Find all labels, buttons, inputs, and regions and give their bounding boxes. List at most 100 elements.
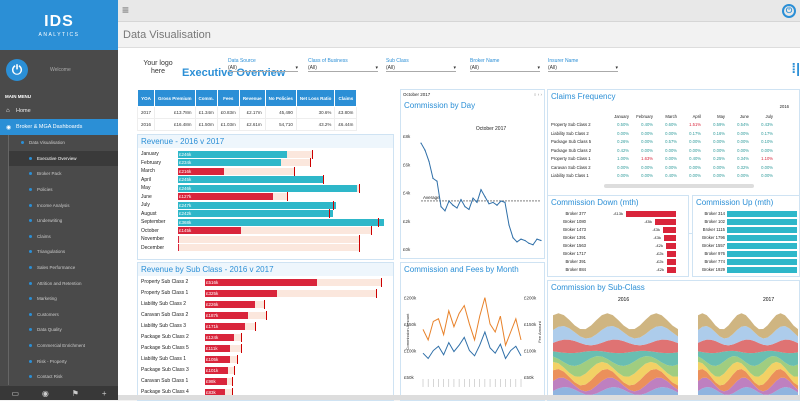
bar-row[interactable]: April£245k xyxy=(141,176,388,184)
bar-row[interactable]: Package Sub Class 5£111k xyxy=(141,344,385,352)
claims-month-header: April xyxy=(677,114,701,119)
sidebar-item[interactable]: Data Quality xyxy=(8,322,118,338)
bar-row[interactable]: Caravan Sub Class 1£98k xyxy=(141,377,385,385)
filter-value[interactable]: (All)▾ xyxy=(548,65,618,72)
bar-label: August xyxy=(141,211,178,217)
filter-dropdown[interactable]: Broker Name(All)▾ xyxy=(470,58,540,72)
sidebar-item[interactable]: Risk - Property xyxy=(8,353,118,369)
bar-current-year: £124k xyxy=(205,334,234,341)
bar-row[interactable]: January£246k xyxy=(141,150,388,158)
y-tick-label: £0k xyxy=(403,247,411,252)
bar-row[interactable]: August£242k xyxy=(141,210,388,218)
bar-row[interactable]: Package Sub Class 2£124k xyxy=(141,333,385,341)
commission-up-row[interactable]: Broker 976 xyxy=(693,250,797,257)
bar-row[interactable]: December xyxy=(141,244,388,252)
bar-row[interactable]: Liability Sub Class 3£171k xyxy=(141,322,385,330)
bar-row[interactable]: Property Sub Class 1£325k xyxy=(141,289,385,297)
sidebar-item[interactable]: Contact Risk xyxy=(8,369,118,385)
sidebar-item[interactable]: Underwriting xyxy=(8,213,118,229)
bar-row[interactable]: June£127k xyxy=(141,193,388,201)
claims-cell: 0.00% xyxy=(701,173,725,178)
commission-up-bar xyxy=(727,211,797,217)
monitor-icon[interactable]: ▭ xyxy=(11,389,19,398)
sidebar-item[interactable]: Customers xyxy=(8,307,118,323)
commission-down-row[interactable]: Broker 1473-£3k xyxy=(548,226,676,233)
slider-controls-icon[interactable]: ○ ‹ › xyxy=(534,92,542,97)
power-icon[interactable]: ⏻ xyxy=(782,4,796,18)
bar-row[interactable]: Liability Sub Class 2£226k xyxy=(141,300,385,308)
bar-row[interactable]: February£234k xyxy=(141,159,388,167)
bar-row[interactable]: July£247k xyxy=(141,201,388,209)
bar-row[interactable]: November xyxy=(141,235,388,243)
commission-down-track: -£2k xyxy=(588,243,676,249)
horizontal-scrollbar[interactable] xyxy=(604,184,754,188)
filter-dropdown[interactable]: Class of Business(All)▾ xyxy=(308,58,378,72)
commission-up-bar xyxy=(727,219,797,225)
filter-value[interactable]: (All)▾ xyxy=(308,65,378,72)
sidebar-item[interactable]: Executive Overview xyxy=(8,151,118,167)
commission-up-row[interactable]: Broker 102 xyxy=(693,218,797,225)
commission-down-row[interactable]: Broker 884-£2k xyxy=(548,266,676,273)
commission-up-row[interactable]: Broker 1557 xyxy=(693,242,797,249)
commission-down-row[interactable]: Broker 377-£13k xyxy=(548,210,676,217)
bar-track: £234k xyxy=(178,159,388,166)
bar-row[interactable]: Property Sub Class 2£516k xyxy=(141,278,385,286)
sidebar-item[interactable]: Sales Performance xyxy=(8,260,118,276)
flag-icon[interactable]: ⚑ xyxy=(72,389,79,398)
commission-up-row[interactable]: Broker 1929 xyxy=(693,266,797,273)
sidebar-item-broker[interactable]: ◉Broker & MGA Dashboards xyxy=(0,119,118,135)
commission-up-row[interactable]: Broker 774 xyxy=(693,258,797,265)
commission-down-row[interactable]: Broker 1391-£3k xyxy=(548,234,676,241)
sidebar-item[interactable]: Policies xyxy=(8,182,118,198)
sidebar-item[interactable]: Marketing xyxy=(8,291,118,307)
commission-day-point xyxy=(464,206,465,207)
eye-icon[interactable]: ◉ xyxy=(42,389,49,398)
dashboard-icon: ◉ xyxy=(6,124,16,131)
filter-value[interactable]: (All)▾ xyxy=(228,65,298,72)
sidebar-item[interactable]: Income Analysis xyxy=(8,197,118,213)
commission-down-row[interactable]: Broker 1080-£5k xyxy=(548,218,676,225)
claims-cell: 0.00% xyxy=(725,148,749,153)
bar-target-marker xyxy=(241,344,242,353)
kpi-cell: £0.83m xyxy=(217,107,239,119)
commission-down-row[interactable]: Broker 1563-£2k xyxy=(548,242,676,249)
area-series xyxy=(698,340,798,354)
bar-row[interactable]: March£216k xyxy=(141,167,388,175)
commission-up-row[interactable]: Broker 1115 xyxy=(693,226,797,233)
commission-day-point xyxy=(488,203,489,204)
sidebar-item-home[interactable]: ⌂Home xyxy=(0,103,118,119)
commission-day-point xyxy=(536,239,537,240)
bar-row[interactable]: Package Sub Class 3£101k xyxy=(141,366,385,374)
plus-icon[interactable]: + xyxy=(102,389,107,398)
filter-value[interactable]: (All)▾ xyxy=(386,65,456,72)
bar-current-year xyxy=(178,244,179,251)
filter-dropdown[interactable]: Sub Class(All)▾ xyxy=(386,58,456,72)
sidebar-item-data-visualisation[interactable]: Data Visualisation xyxy=(8,135,118,151)
bar-row[interactable]: October£145k xyxy=(141,227,388,235)
sidebar-item[interactable]: Claims xyxy=(8,229,118,245)
month-slider[interactable]: October 2017 ○ ‹ › xyxy=(401,90,544,99)
bullet-icon xyxy=(29,266,32,269)
bar-row[interactable]: Liability Sub Class 1£105k xyxy=(141,355,385,363)
filter-dropdown[interactable]: Insurer Name(All)▾ xyxy=(548,58,618,72)
commission-up-row[interactable]: Broker 314 xyxy=(693,210,797,217)
commission-down-row[interactable]: Broker 391-£2k xyxy=(548,258,676,265)
filter-value[interactable]: (All)▾ xyxy=(470,65,540,72)
sidebar-item[interactable]: Attrition and Retention xyxy=(8,275,118,291)
brand-logo[interactable]: IDS ANALYTICS xyxy=(0,0,118,50)
commission-up-bar xyxy=(727,243,797,249)
bar-target-marker xyxy=(323,175,324,184)
series-line-commission xyxy=(423,298,521,346)
filter-dropdown[interactable]: Data Source(All)▾ xyxy=(228,58,298,72)
claims-cell: 0.00% xyxy=(605,165,629,170)
bar-row[interactable]: May£246k xyxy=(141,184,388,192)
sidebar-item[interactable]: Triangulations xyxy=(8,244,118,260)
commission-up-row[interactable]: Broker 1796 xyxy=(693,234,797,241)
bar-label: Property Sub Class 1 xyxy=(141,290,205,296)
sidebar-item[interactable]: Broker Pack xyxy=(8,166,118,182)
bar-row[interactable]: September£368k xyxy=(141,218,388,226)
commission-down-row[interactable]: Broker 1717-£2k xyxy=(548,250,676,257)
bar-row[interactable]: Caravan Sub Class 2£187k xyxy=(141,311,385,319)
sidebar-item[interactable]: Commercial Enrichment xyxy=(8,338,118,354)
menu-toggle-icon[interactable]: ≡ xyxy=(122,3,129,17)
